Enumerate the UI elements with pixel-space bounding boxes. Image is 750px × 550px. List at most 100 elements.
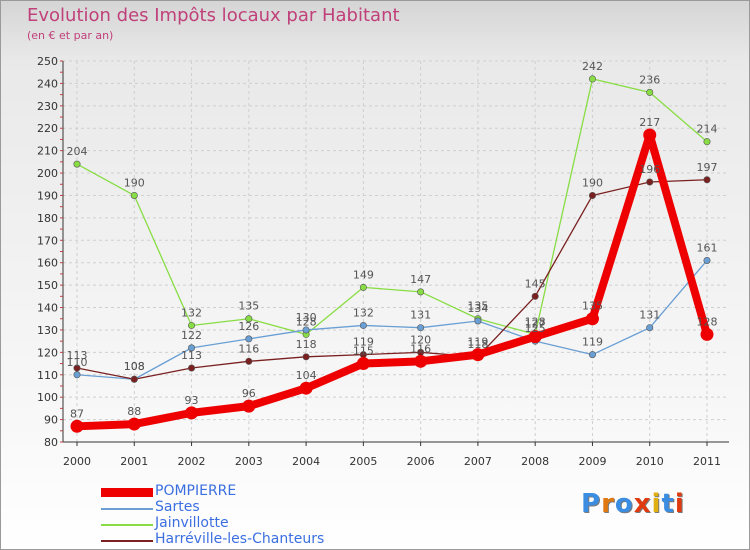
y-tick-label: 150 [37, 279, 58, 292]
series-point-3 [646, 178, 654, 186]
data-label: 116 [410, 342, 431, 355]
x-tick-label: 2005 [349, 455, 377, 468]
series-point-0 [185, 406, 199, 420]
y-tick-label: 180 [37, 212, 58, 225]
data-label: 87 [70, 407, 84, 420]
y-tick-label: 200 [37, 167, 58, 180]
data-label: 132 [353, 306, 374, 319]
legend-swatch-harreville [101, 540, 153, 542]
logo-letter: i [674, 489, 685, 519]
data-label: 149 [353, 268, 374, 281]
data-label: 128 [697, 315, 718, 328]
data-label: 190 [124, 176, 145, 189]
legend-swatch-jainvillotte [101, 524, 153, 526]
series-point-3 [245, 357, 253, 365]
series-point-1 [474, 317, 482, 325]
x-tick-label: 2006 [407, 455, 435, 468]
data-label: 108 [124, 360, 145, 373]
series-point-1 [73, 371, 81, 379]
data-label: 128 [525, 315, 546, 328]
y-tick-label: 240 [37, 77, 58, 90]
data-label: 214 [697, 123, 718, 136]
series-point-1 [703, 256, 711, 264]
data-label: 122 [181, 329, 202, 342]
series-point-0 [700, 327, 714, 341]
data-label: 126 [238, 320, 259, 333]
series-point-0 [70, 419, 84, 433]
series-point-1 [245, 335, 253, 343]
series-line-2 [76, 78, 708, 336]
series-point-2 [703, 138, 711, 146]
data-label: 197 [697, 161, 718, 174]
y-tick-label: 220 [37, 122, 58, 135]
x-tick-label: 2007 [464, 455, 492, 468]
x-tick-label: 2002 [178, 455, 206, 468]
legend-label-sartes: Sartes [155, 499, 200, 515]
series-point-0 [356, 357, 370, 371]
legend-swatch-pompierre [101, 488, 153, 497]
logo-letter: t [661, 489, 675, 519]
data-label: 130 [296, 311, 317, 324]
y-tick-label: 210 [37, 145, 58, 158]
series-point-2 [73, 160, 81, 168]
series-point-0 [127, 417, 141, 431]
data-label: 119 [582, 336, 603, 349]
data-label: 119 [467, 336, 488, 349]
x-tick-label: 2009 [578, 455, 606, 468]
y-tick-label: 140 [37, 302, 58, 315]
y-tick-label: 90 [44, 414, 58, 427]
series-point-3 [188, 364, 196, 372]
legend-label-pompierre: POMPIERRE [155, 483, 237, 499]
data-label: 118 [467, 338, 488, 351]
data-label: 236 [639, 73, 660, 86]
series-point-3 [73, 364, 81, 372]
series-point-3 [703, 176, 711, 184]
y-tick-label: 170 [37, 234, 58, 247]
logo-letter: P [581, 489, 602, 519]
series-point-0 [585, 312, 599, 326]
series-point-2 [588, 75, 596, 83]
data-label: 190 [582, 176, 603, 189]
series-point-2 [359, 283, 367, 291]
data-label: 217 [639, 116, 660, 129]
chart-subtitle: (en € et par an) [27, 29, 114, 42]
data-label: 134 [467, 302, 488, 315]
data-label: 135 [467, 300, 488, 313]
series-point-1 [588, 351, 596, 359]
series-line-0 [73, 130, 711, 431]
y-tick-label: 250 [37, 55, 58, 68]
series-point-2 [417, 288, 425, 296]
series-line-1 [76, 259, 708, 380]
series-point-3 [130, 375, 138, 383]
chart-title: Evolution des Impôts locaux par Habitant [27, 5, 400, 26]
y-tick-label: 230 [37, 100, 58, 113]
data-label: 113 [67, 349, 88, 362]
series-point-0 [242, 399, 256, 413]
data-label: 147 [410, 273, 431, 286]
data-label: 93 [185, 394, 199, 407]
x-tick-label: 2003 [235, 455, 263, 468]
data-label: 131 [410, 309, 431, 322]
series-point-1 [302, 326, 310, 334]
series-point-2 [646, 88, 654, 96]
data-label: 161 [697, 241, 718, 254]
y-tick-label: 120 [37, 346, 58, 359]
x-tick-label: 2008 [521, 455, 549, 468]
x-tick-label: 2004 [292, 455, 320, 468]
data-label: 128 [296, 315, 317, 328]
data-label: 104 [296, 369, 317, 382]
data-label: 242 [582, 60, 603, 73]
series-point-0 [299, 381, 313, 395]
proxiti-logo: Proxiti [581, 489, 685, 519]
data-label: 132 [181, 306, 202, 319]
logo-letter: x [633, 489, 652, 519]
data-label: 131 [639, 309, 660, 322]
series-point-0 [414, 354, 428, 368]
series-point-0 [471, 348, 485, 362]
data-label: 145 [525, 277, 546, 290]
data-label: 120 [410, 333, 431, 346]
series-point-1 [646, 324, 654, 332]
x-tick-label: 2011 [693, 455, 721, 468]
